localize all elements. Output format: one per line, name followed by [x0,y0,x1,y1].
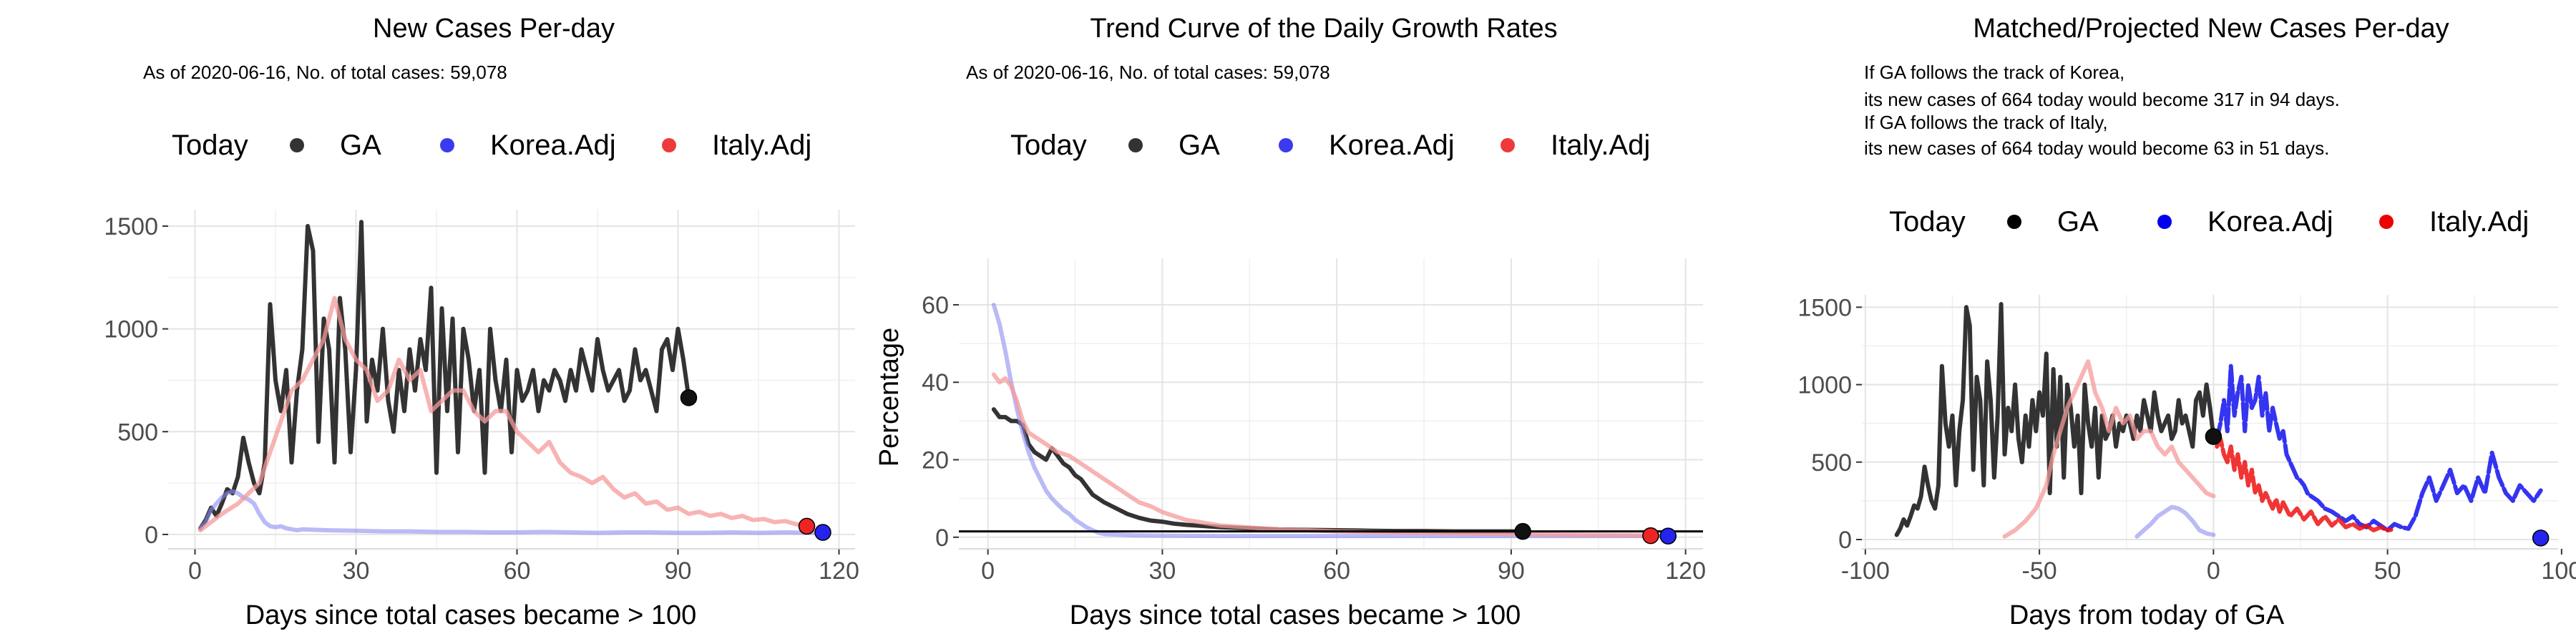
x-axis-label: Days since total cases became > 100 [245,600,697,630]
series-line-italy-adj [2215,436,2394,532]
annotation-line: its new cases of 664 today would become … [1864,137,2329,159]
chart-subtitle: As of 2020-06-16, No. of total cases: 59… [143,62,507,83]
y-tick-label: 0 [1838,527,1852,554]
x-tick-label: 30 [343,557,370,585]
y-tick-label: 1500 [104,213,158,240]
x-tick-label: 0 [981,557,995,585]
series-line-ga [1894,302,2216,537]
legend-label: Korea.Adj [2207,206,2333,238]
chart-legend: Today GA Korea.Adj Italy.Adj [1889,206,2529,238]
today-point-ga [680,389,698,406]
x-tick-label: 120 [1665,557,1706,585]
chart-title: Matched/Projected New Cases Per-day [1973,14,2449,44]
x-tick-label: 50 [2374,557,2401,585]
annotation-line: If GA follows the track of Korea, [1864,62,2124,83]
x-axis-label: Days since total cases became > 100 [1070,600,1521,630]
series-group [1894,302,2543,539]
series-line-korea-adj [198,489,825,535]
chart-legend: Today GA Korea.Adj Italy.Adj [172,130,811,161]
legend-key [2007,215,2021,229]
y-tick-label: 0 [145,522,158,549]
legend-label: GA [340,130,381,161]
x-tick-label: 30 [1148,557,1176,585]
legend-label: Korea.Adj [1329,130,1455,161]
today-point-ga [1514,522,1531,540]
y-axis-label: Percentage [874,328,904,467]
legend-title: Today [172,130,248,161]
y-tick-label: 20 [922,447,949,474]
chart-subtitle: As of 2020-06-16, No. of total cases: 59… [966,62,1330,83]
x-tick-label: 90 [665,557,692,585]
series-line-ga [198,220,691,531]
series-group [991,303,1671,539]
series-group [198,220,825,535]
chart-panel-new-cases: New Cases Per-day As of 2020-06-16, No. … [104,14,859,630]
legend-key [662,138,676,152]
y-tick-label: 500 [117,419,158,446]
y-tick-label: 40 [922,369,949,396]
series-line-italy-adj [991,372,1653,538]
legend-key [290,138,304,152]
chart-title: New Cases Per-day [373,14,615,44]
today-point-korea-adj [814,524,831,541]
series-line-korea-adj-matched-past [2135,504,2216,539]
today-point-korea-adj [1659,527,1677,545]
legend-label: Italy.Adj [2429,206,2529,238]
legend-label: GA [2057,206,2099,238]
series-line-ga [991,407,1526,534]
legend-key [2379,215,2394,229]
x-axis-label: Days from today of GA [2009,600,2285,630]
legend-key [1279,138,1293,152]
projection-annotation: If GA follows the track of Korea, its ne… [1864,62,2340,159]
today-point-italy-adj [1642,527,1659,545]
x-tick-label: 0 [2207,557,2220,585]
legend-title: Today [1889,206,1966,238]
y-tick-label: 1500 [1797,294,1852,321]
series-line-korea-adj [991,303,1671,539]
legend-title: Today [1010,130,1087,161]
plot-area: 0 30 60 90 120 0 500 1000 1500 [104,210,859,585]
legend-key [1501,138,1515,152]
legend-label: Korea.Adj [490,130,616,161]
chart-legend: Today GA Korea.Adj Italy.Adj [1010,130,1650,161]
x-tick-label: 60 [1323,557,1350,585]
y-tick-label: 0 [935,525,949,552]
legend-key [2157,215,2172,229]
x-tick-label: 0 [188,557,202,585]
y-tick-label: 500 [1811,449,1852,477]
y-tick-label: 60 [922,292,949,319]
legend-label: GA [1179,130,1220,161]
x-tick-label: 60 [504,557,531,585]
today-point-italy-adj [798,517,816,535]
x-tick-label: 100 [2541,557,2576,585]
today-point-ga [2205,428,2223,445]
x-tick-label: -50 [2022,557,2057,585]
y-tick-label: 1000 [1797,372,1852,399]
x-tick-label: -100 [1841,557,1890,585]
x-tick-label: 90 [1498,557,1525,585]
chart-title: Trend Curve of the Daily Growth Rates [1090,14,1557,44]
annotation-line: If GA follows the track of Italy, [1864,112,2108,133]
today-point-korea-adj [2532,530,2550,547]
legend-label: Italy.Adj [1551,130,1650,161]
legend-key [1128,138,1143,152]
plot-area: 0 30 60 90 120 0 20 40 60 [922,258,1706,585]
legend-label: Italy.Adj [712,130,811,161]
series-line-italy-adj [198,296,809,533]
y-tick-label: 1000 [104,316,158,343]
chart-panel-growth-rates: Trend Curve of the Daily Growth Rates As… [874,14,1706,630]
annotation-line: its new cases of 664 today would become … [1864,89,2340,110]
series-line-italy-adj-matched-past [2002,359,2216,539]
series-line-korea-adj [2215,364,2543,532]
legend-key [440,138,454,152]
x-tick-label: 120 [819,557,859,585]
chart-panel-projected-cases: Matched/Projected New Cases Per-day If G… [1797,14,2576,630]
